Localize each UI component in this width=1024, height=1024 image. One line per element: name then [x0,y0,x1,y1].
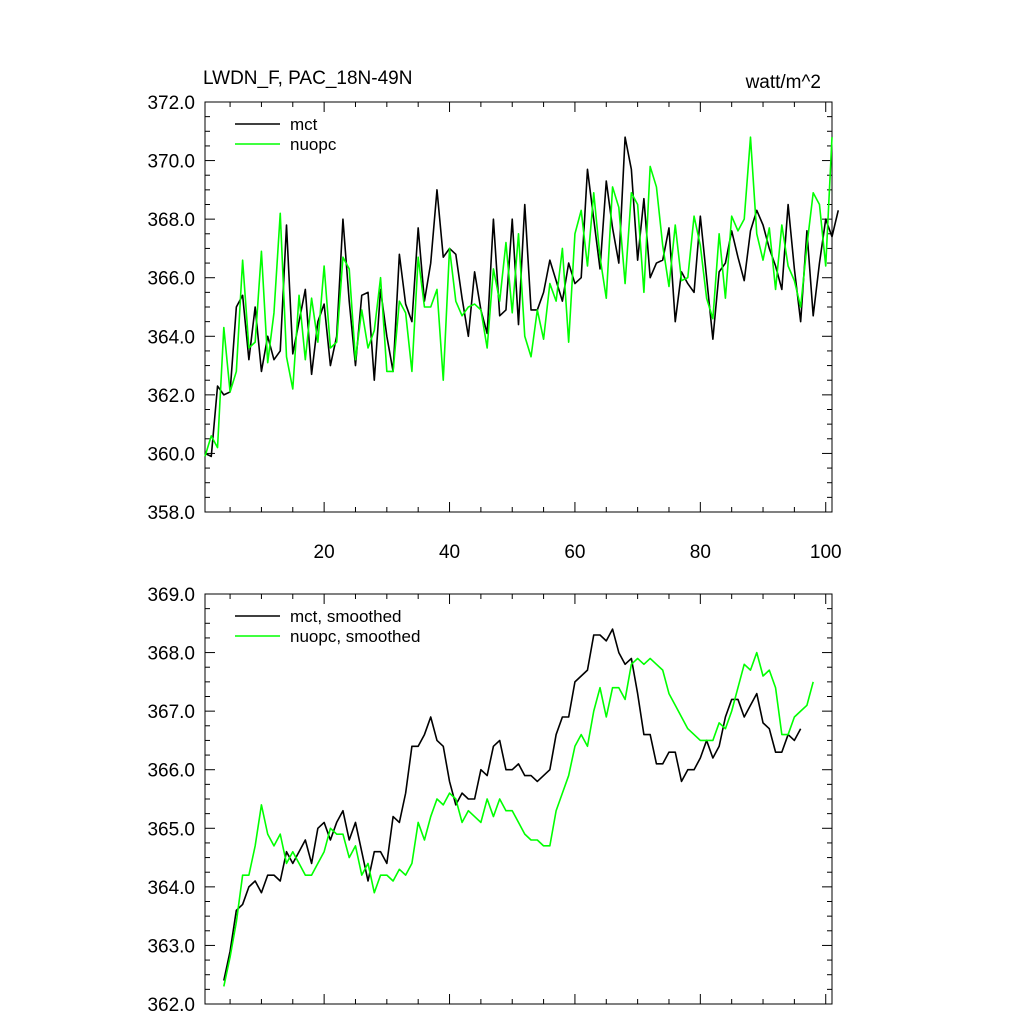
y-tick-label: 370.0 [147,152,195,173]
y-tick-label: 358.0 [147,503,195,524]
y-tick-label: 369.0 [147,585,195,606]
y-tick-label: 368.0 [147,644,195,665]
series-line-nuopc-smoothed [223,651,814,987]
x-tick-label: 80 [690,542,711,563]
legend-label: nuopc, smoothed [290,627,420,646]
y-tick-label: 366.0 [147,269,195,290]
y-tick-label: 363.0 [147,936,195,957]
y-tick-label: 362.0 [147,995,195,1016]
series-line-mct-smoothed [223,628,802,981]
x-tick-label: 60 [564,542,585,563]
y-tick-label: 366.0 [147,761,195,782]
legend-label: nuopc [290,135,337,154]
chart-title: LWDN_F, PAC_18N-49N [203,68,412,89]
y-tick-label: 364.0 [147,878,195,899]
plot-frame [204,593,833,1005]
x-tick-label: 20 [314,542,335,563]
x-tick-label: 100 [810,542,842,563]
y-tick-label: 365.0 [147,819,195,840]
legend-label: mct, smoothed [290,607,402,626]
legend-label: mct [290,115,318,134]
chart-bottom-panel: 362.0 363.0 364.0 365.0 366.0 367.0 368.0 369.0… [147,585,833,1016]
x-tick-label: 40 [439,542,460,563]
y-tick-label: 367.0 [147,702,195,723]
chart-units: watt/m^2 [745,72,821,93]
y-tick-label: 362.0 [147,386,195,407]
y-tick-label: 368.0 [147,210,195,231]
y-tick-label: 360.0 [147,444,195,465]
series-line-nuopc [204,136,833,457]
series-line-mct [204,136,840,458]
y-tick-label: 372.0 [147,93,195,114]
chart-top-panel: LWDN_F, PAC_18N-49N watt/m^2 358.0 360.0 3… [147,68,841,563]
y-tick-label: 364.0 [147,327,195,348]
